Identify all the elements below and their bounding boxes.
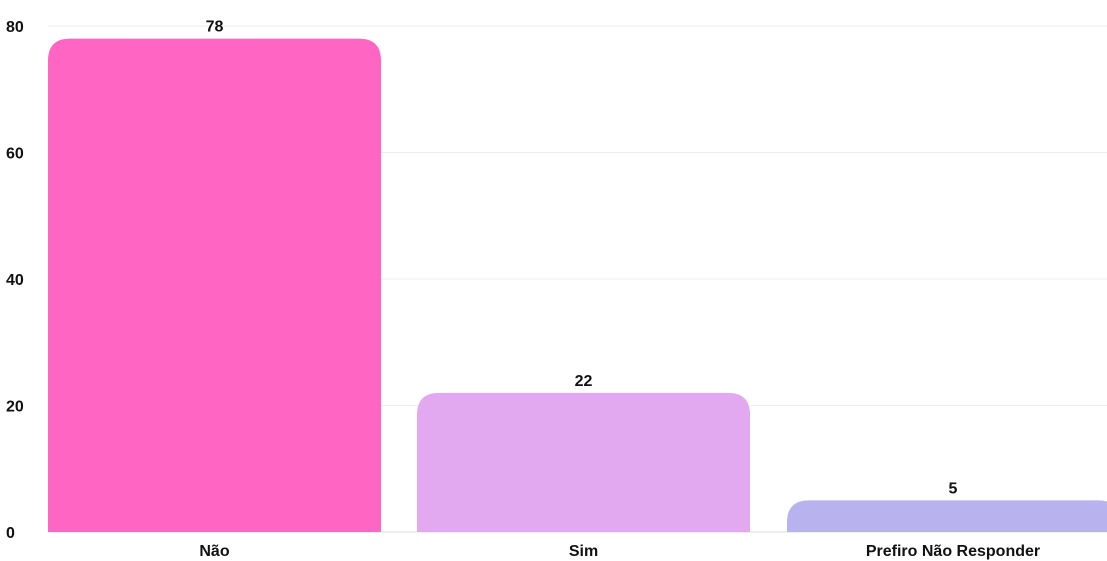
- bar-1: [48, 38, 381, 533]
- y-axis-ticks: 0 20 40 60 80: [6, 19, 24, 542]
- y-tick-label: 20: [6, 399, 24, 416]
- data-label: 78: [206, 19, 224, 36]
- y-tick-label: 0: [6, 525, 15, 542]
- x-tick-label: Prefiro Não Responder: [866, 543, 1040, 560]
- bar-3: [787, 500, 1107, 532]
- data-label: 5: [949, 480, 958, 497]
- x-axis-ticks: Não Sim Prefiro Não Responder: [199, 543, 1040, 560]
- bars: [48, 38, 1107, 533]
- data-label: 22: [575, 373, 593, 390]
- y-tick-label: 80: [6, 19, 24, 36]
- x-tick-label: Sim: [569, 543, 598, 560]
- data-labels: 78 22 5: [206, 19, 958, 498]
- y-tick-label: 40: [6, 272, 24, 289]
- y-tick-label: 60: [6, 146, 24, 163]
- x-tick-label: Não: [199, 543, 229, 560]
- bar-2: [417, 392, 750, 532]
